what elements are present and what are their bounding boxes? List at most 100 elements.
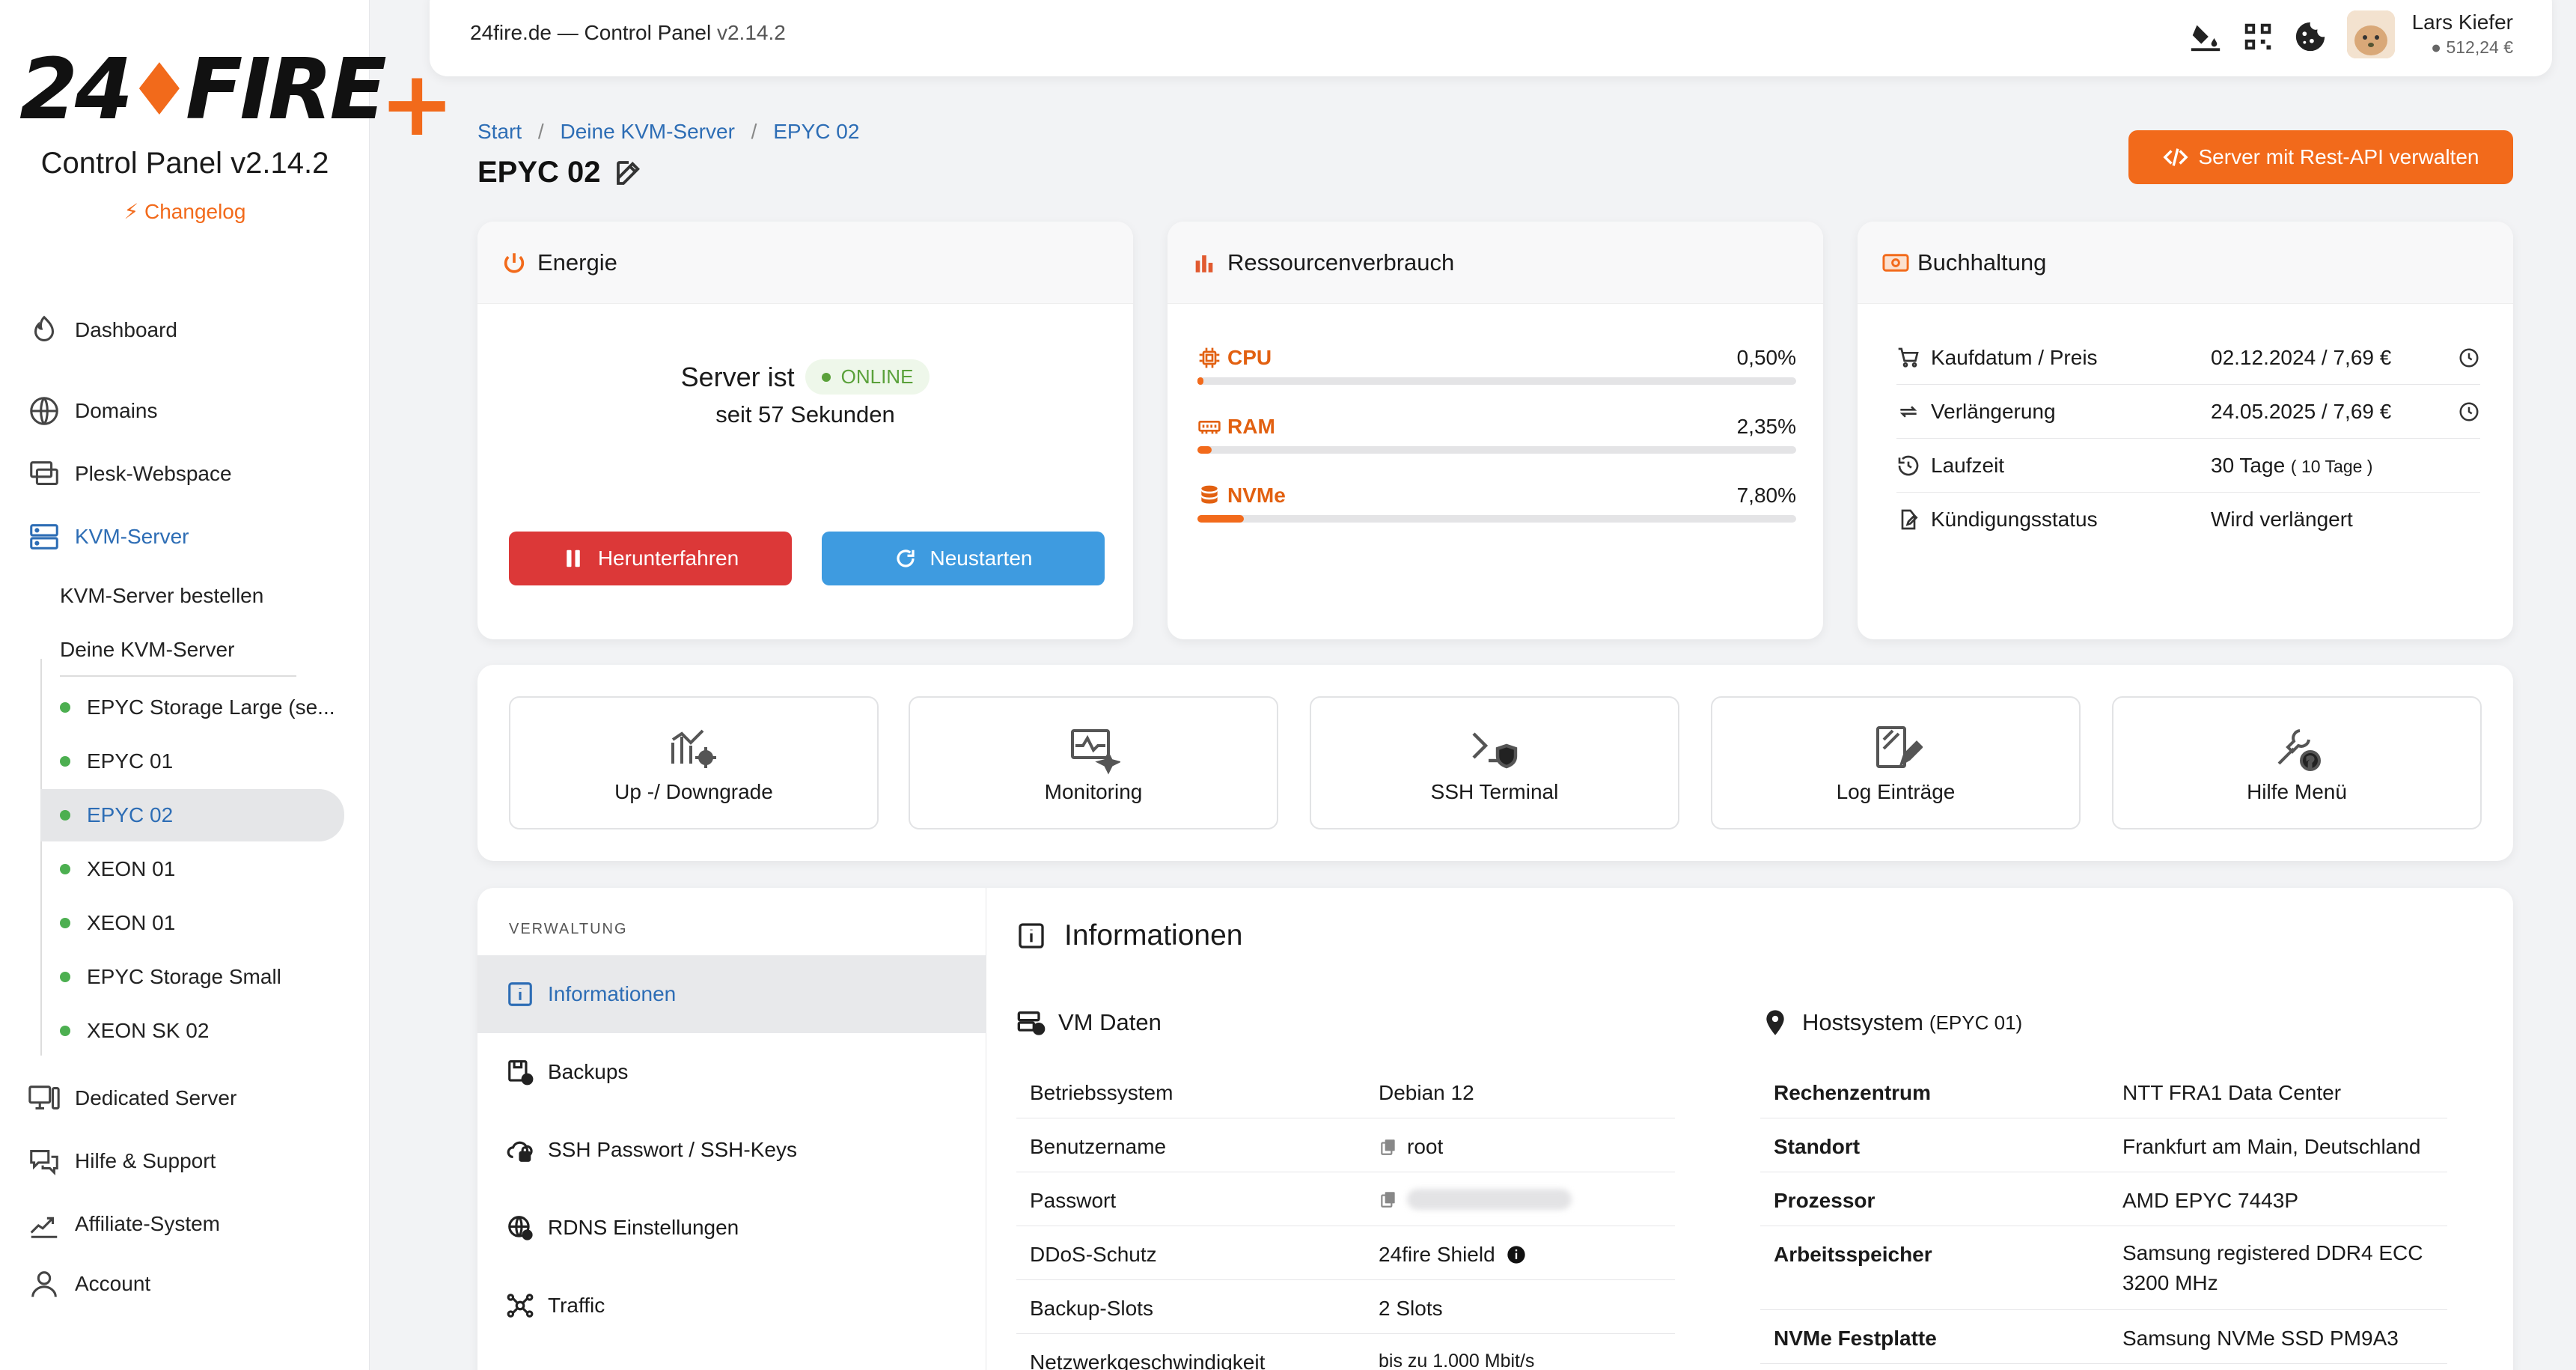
- info-circle-icon[interactable]: [1506, 1244, 1527, 1265]
- dedicated-icon: [27, 1081, 61, 1115]
- menu-rdns[interactable]: RDNS Einstellungen: [477, 1189, 986, 1267]
- ram-label: RAM: [1197, 415, 1796, 439]
- globe-icon: [27, 394, 61, 428]
- management-menu: VERWALTUNG Informationen Backups SSH Pas…: [477, 888, 986, 1370]
- cpu-label: CPU: [1197, 346, 1796, 370]
- breadcrumb-current[interactable]: EPYC 02: [773, 120, 860, 143]
- nav-dashboard[interactable]: Dashboard: [27, 311, 177, 349]
- user-name[interactable]: Lars Kiefer: [2411, 10, 2513, 34]
- copy-icon[interactable]: [1379, 1190, 1398, 1209]
- breadcrumb-start[interactable]: Start: [477, 120, 522, 143]
- host-value-line: Samsung registered DDR4 ECC: [2122, 1241, 2423, 1264]
- vm-section-title: VM Daten: [1016, 1008, 1162, 1038]
- server-item[interactable]: EPYC Storage Large (se...: [40, 681, 344, 734]
- help-tools-icon: ?: [2270, 722, 2324, 776]
- resources-card: Ressourcenverbrauch CPU 0,50% RAM 2,35% …: [1168, 222, 1823, 639]
- logo-text-24: 24: [19, 41, 133, 138]
- rest-api-button[interactable]: Server mit Rest-API verwalten: [2128, 130, 2513, 184]
- resources-card-header: Ressourcenverbrauch: [1168, 222, 1823, 304]
- ssh-terminal-label: SSH Terminal: [1430, 780, 1559, 803]
- nav-dedicated[interactable]: Dedicated Server: [27, 1080, 236, 1117]
- nav-support[interactable]: Hilfe & Support: [27, 1142, 216, 1180]
- kvm-order-link[interactable]: KVM-Server bestellen: [60, 584, 264, 607]
- vm-key: Benutzername: [1030, 1135, 1167, 1158]
- shutdown-label: Herunterfahren: [597, 547, 739, 570]
- clock-icon[interactable]: [2458, 401, 2480, 423]
- vm-key: Betriebssystem: [1030, 1081, 1173, 1104]
- qr-code-icon[interactable]: [2241, 19, 2275, 54]
- menu-ssh-keys[interactable]: SSH Passwort / SSH-Keys: [477, 1111, 986, 1189]
- help-menu-tile[interactable]: ? Hilfe Menü: [2112, 696, 2482, 829]
- memory-icon: [1197, 415, 1221, 439]
- kvm-list-link[interactable]: Deine KVM-Server: [60, 638, 235, 661]
- menu-traffic-label: Traffic: [548, 1294, 605, 1317]
- topbar-title: 24fire.de — Control Panel v2.14.2: [470, 21, 786, 45]
- server-item[interactable]: XEON 01: [40, 897, 344, 949]
- breadcrumb: Start / Deine KVM-Server / EPYC 02: [477, 120, 859, 144]
- nvme-progress-fill: [1197, 515, 1245, 523]
- nav-domains[interactable]: Domains: [27, 392, 157, 430]
- location-pin-icon: [1760, 1008, 1790, 1038]
- host-row: Standort Frankfurt am Main, Deutschland: [1760, 1118, 2447, 1172]
- log-entries-tile[interactable]: Log Einträge: [1711, 696, 2081, 829]
- menu-traffic[interactable]: Traffic: [477, 1267, 986, 1345]
- avatar[interactable]: [2347, 10, 2395, 58]
- menu-rdns-label: RDNS Einstellungen: [548, 1216, 739, 1239]
- cpu-progress-fill: [1197, 377, 1203, 385]
- energy-title: Energie: [537, 249, 617, 275]
- cloud-lock-icon: [506, 1136, 534, 1164]
- host-value: Samsung NVMe SSD PM9A3: [2122, 1327, 2399, 1350]
- vm-section-label: VM Daten: [1058, 1009, 1162, 1035]
- ssh-terminal-tile[interactable]: SSH Terminal: [1310, 696, 1679, 829]
- term-label: Laufzeit: [1931, 453, 2005, 477]
- history-icon: [1896, 454, 1920, 478]
- topbar: 24fire.de — Control Panel v2.14.2 Lars K…: [430, 0, 2552, 76]
- clock-icon[interactable]: [2458, 347, 2480, 369]
- affiliate-icon: [27, 1207, 61, 1241]
- renewal-row: Verlängerung 24.05.2025 / 7,69 €: [1896, 385, 2480, 439]
- uptime-text: seit 57 Sekunden: [715, 401, 895, 427]
- server-item[interactable]: EPYC 01: [40, 735, 344, 788]
- breadcrumb-kvm[interactable]: Deine KVM-Server: [560, 120, 735, 143]
- code-icon: [2162, 144, 2188, 170]
- server-label: XEON 01: [87, 911, 176, 934]
- logo[interactable]: 24 ♦ FIRE +: [19, 30, 454, 150]
- breadcrumb-separator: /: [751, 120, 757, 143]
- vm-value: Debian 12: [1379, 1081, 1474, 1104]
- ram-progress: [1197, 446, 1796, 454]
- menu-ssh-keys-label: SSH Passwort / SSH-Keys: [548, 1138, 797, 1161]
- server-item[interactable]: XEON SK 02: [40, 1005, 344, 1057]
- nav-account[interactable]: Account: [27, 1265, 150, 1303]
- vm-row: Backup-Slots 2 Slots: [1016, 1280, 1675, 1334]
- password-hidden[interactable]: [1407, 1189, 1572, 1210]
- vm-value-wrap: [1379, 1189, 1572, 1210]
- network-icon: [506, 1291, 534, 1320]
- theme-icon[interactable]: [2188, 19, 2223, 54]
- nav-kvm-server[interactable]: KVM-Server: [27, 518, 189, 555]
- nav-affiliate[interactable]: Affiliate-System: [27, 1205, 220, 1243]
- changelog-link[interactable]: ⚡ Changelog: [0, 199, 370, 224]
- edit-icon[interactable]: [613, 157, 644, 189]
- term-days: 30 Tage: [2211, 453, 2286, 477]
- host-key: Arbeitsspeicher: [1774, 1243, 1932, 1266]
- server-item[interactable]: EPYC Storage Small: [40, 951, 344, 1003]
- nav-plesk[interactable]: Plesk-Webspace: [27, 455, 232, 493]
- menu-backups[interactable]: Backups: [477, 1033, 986, 1111]
- menu-informationen[interactable]: Informationen: [477, 955, 986, 1033]
- monitoring-tile[interactable]: Monitoring: [909, 696, 1278, 829]
- server-item[interactable]: XEON 01: [40, 843, 344, 895]
- control-panel-title: Control Panel v2.14.2: [40, 147, 329, 180]
- info-square-icon: [1016, 921, 1046, 951]
- energy-card: Energie Server ist ONLINE seit 57 Sekund…: [477, 222, 1133, 639]
- copy-icon[interactable]: [1379, 1137, 1398, 1157]
- rest-api-label: Server mit Rest-API verwalten: [2198, 145, 2479, 168]
- shutdown-button[interactable]: Herunterfahren: [509, 532, 792, 585]
- accounting-card: Buchhaltung Kaufdatum / Preis 02.12.2024…: [1858, 222, 2513, 639]
- cookie-icon[interactable]: [2293, 19, 2328, 54]
- restart-button[interactable]: Neustarten: [822, 532, 1105, 585]
- server-label: EPYC Storage Small: [87, 965, 281, 988]
- ram-value: 2,35%: [1736, 415, 1796, 438]
- upgrade-tile[interactable]: Up -/ Downgrade: [509, 696, 879, 829]
- server-item-selected[interactable]: EPYC 02: [40, 789, 344, 841]
- host-row: Rechenzentrum NTT FRA1 Data Center: [1760, 1065, 2447, 1118]
